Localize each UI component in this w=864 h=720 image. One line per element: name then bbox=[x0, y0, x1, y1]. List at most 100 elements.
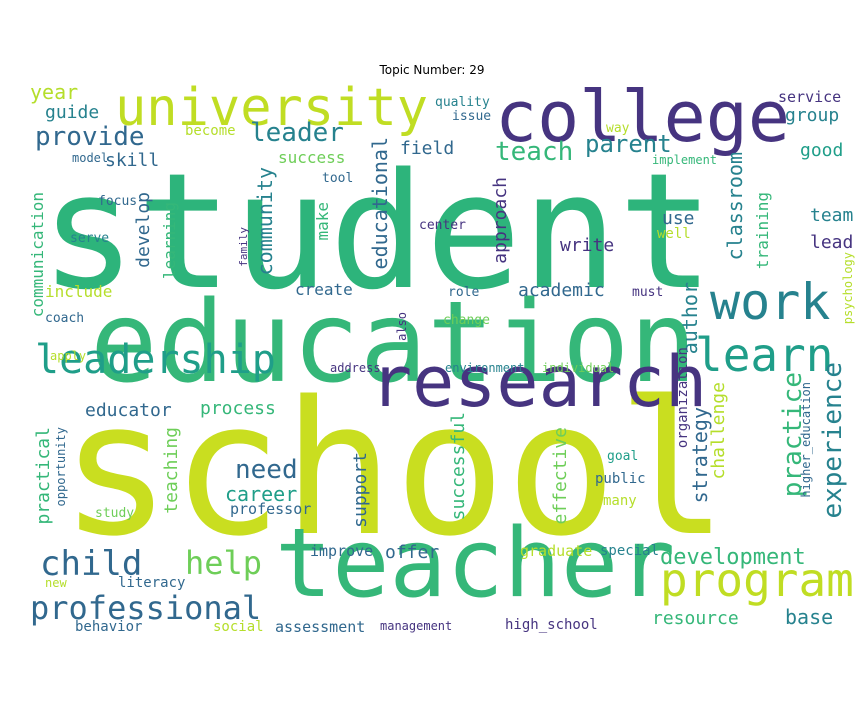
word-strategy: strategy bbox=[688, 407, 712, 504]
word-approach: approach bbox=[490, 177, 511, 264]
word-service: service bbox=[778, 88, 842, 106]
word-issue: issue bbox=[452, 109, 492, 124]
word-change: change bbox=[443, 313, 490, 328]
word-classroom: classroom bbox=[723, 152, 747, 261]
word-model: model bbox=[72, 151, 109, 165]
word-college: college bbox=[495, 82, 791, 158]
word-goal: goal bbox=[607, 449, 639, 464]
word-school: school bbox=[60, 361, 729, 577]
word-well: well bbox=[657, 226, 691, 242]
word-graduate: graduate bbox=[520, 542, 593, 560]
word-training: training bbox=[753, 192, 772, 270]
word-good: good bbox=[800, 140, 844, 161]
word-organization: organization bbox=[675, 347, 691, 449]
word-coach: coach bbox=[45, 311, 85, 326]
word-professor: professor bbox=[230, 500, 312, 518]
word-quality: quality bbox=[435, 95, 490, 110]
word-child: child bbox=[40, 544, 143, 584]
word-new: new bbox=[45, 576, 67, 590]
word-tool: tool bbox=[322, 171, 354, 186]
word-include: include bbox=[45, 282, 113, 301]
word-also: also bbox=[395, 312, 409, 341]
word-program: program bbox=[660, 553, 854, 607]
word-use: use bbox=[662, 208, 695, 229]
word-work: work bbox=[710, 273, 831, 331]
word-teacher: teacher bbox=[275, 509, 676, 619]
word-support: support bbox=[350, 452, 371, 528]
word-communication: communication bbox=[30, 192, 47, 318]
word-public: public bbox=[595, 471, 646, 487]
chart-title: Topic Number: 29 bbox=[379, 63, 485, 77]
word-become: become bbox=[185, 123, 236, 139]
word-study: study bbox=[95, 506, 135, 521]
word-group: group bbox=[785, 105, 840, 126]
word-educator: educator bbox=[85, 400, 172, 421]
word-learning: learning bbox=[160, 202, 179, 280]
word-teaching: teaching bbox=[161, 427, 182, 514]
word-center: center bbox=[419, 218, 466, 233]
word-provide: provide bbox=[35, 122, 145, 152]
word-individual: individual bbox=[542, 361, 615, 375]
word-management: management bbox=[380, 619, 453, 633]
word-parent: parent bbox=[585, 130, 672, 158]
word-community: community bbox=[253, 167, 277, 276]
word-must: must bbox=[632, 285, 664, 300]
word-process: process bbox=[200, 398, 276, 419]
word-psychology: psychology bbox=[841, 252, 855, 325]
word-offer: offer bbox=[385, 542, 440, 563]
word-challenge: challenge bbox=[708, 382, 729, 480]
word-practical: practical bbox=[33, 427, 54, 525]
word-development: development bbox=[660, 545, 806, 570]
word-develop: develop bbox=[133, 192, 154, 268]
word-university: university bbox=[115, 82, 429, 138]
word-special: special bbox=[600, 543, 660, 559]
word-education: education bbox=[90, 278, 697, 408]
word-high-school: high_school bbox=[505, 617, 598, 633]
word-focus: focus bbox=[98, 194, 138, 209]
word-success: success bbox=[278, 148, 346, 167]
word-academic: academic bbox=[518, 280, 605, 301]
word-improve: improve bbox=[310, 542, 374, 560]
word-opportunity: opportunity bbox=[54, 427, 68, 507]
word-experience: experience bbox=[818, 362, 848, 519]
word-behavior: behavior bbox=[75, 619, 143, 635]
word-help: help bbox=[185, 544, 263, 582]
word-learn: learn bbox=[695, 328, 834, 382]
word-base: base bbox=[785, 605, 834, 629]
word-effective: effective bbox=[550, 427, 571, 525]
word-leader: leader bbox=[250, 118, 344, 148]
word-write: write bbox=[560, 235, 615, 256]
word-skill: skill bbox=[105, 150, 160, 171]
word-leadership: leadership bbox=[35, 337, 276, 383]
word-cloud: student school education teacher college univ… bbox=[30, 82, 860, 642]
word-social: social bbox=[213, 619, 264, 635]
word-implement: implement bbox=[652, 153, 718, 167]
word-student: student bbox=[40, 138, 715, 325]
word-serve: serve bbox=[70, 231, 110, 246]
word-field: field bbox=[400, 138, 455, 159]
word-career: career bbox=[225, 482, 298, 506]
word-guide: guide bbox=[45, 102, 100, 123]
word-environment: environment bbox=[445, 361, 525, 375]
word-resource: resource bbox=[652, 608, 739, 629]
word-educational: educational bbox=[368, 137, 392, 270]
word-way: way bbox=[606, 121, 630, 136]
word-role: role bbox=[448, 285, 480, 300]
word-create: create bbox=[295, 280, 353, 299]
word-many: many bbox=[603, 493, 637, 509]
word-year: year bbox=[30, 82, 79, 104]
word-higher-education: higher_education bbox=[799, 382, 813, 498]
word-need: need bbox=[235, 455, 298, 485]
word-research: research bbox=[370, 341, 708, 423]
word-family: family bbox=[237, 227, 250, 267]
word-literacy: literacy bbox=[118, 575, 186, 591]
word-professional: professional bbox=[30, 589, 262, 627]
word-successful: successful bbox=[448, 412, 469, 521]
word-author: author bbox=[678, 282, 702, 355]
word-address: address bbox=[330, 361, 381, 375]
word-assessment: assessment bbox=[275, 618, 366, 636]
word-make: make bbox=[313, 202, 332, 241]
word-apply: apply bbox=[50, 349, 87, 363]
word-team: team bbox=[810, 205, 854, 226]
word-teach: teach bbox=[495, 137, 574, 167]
